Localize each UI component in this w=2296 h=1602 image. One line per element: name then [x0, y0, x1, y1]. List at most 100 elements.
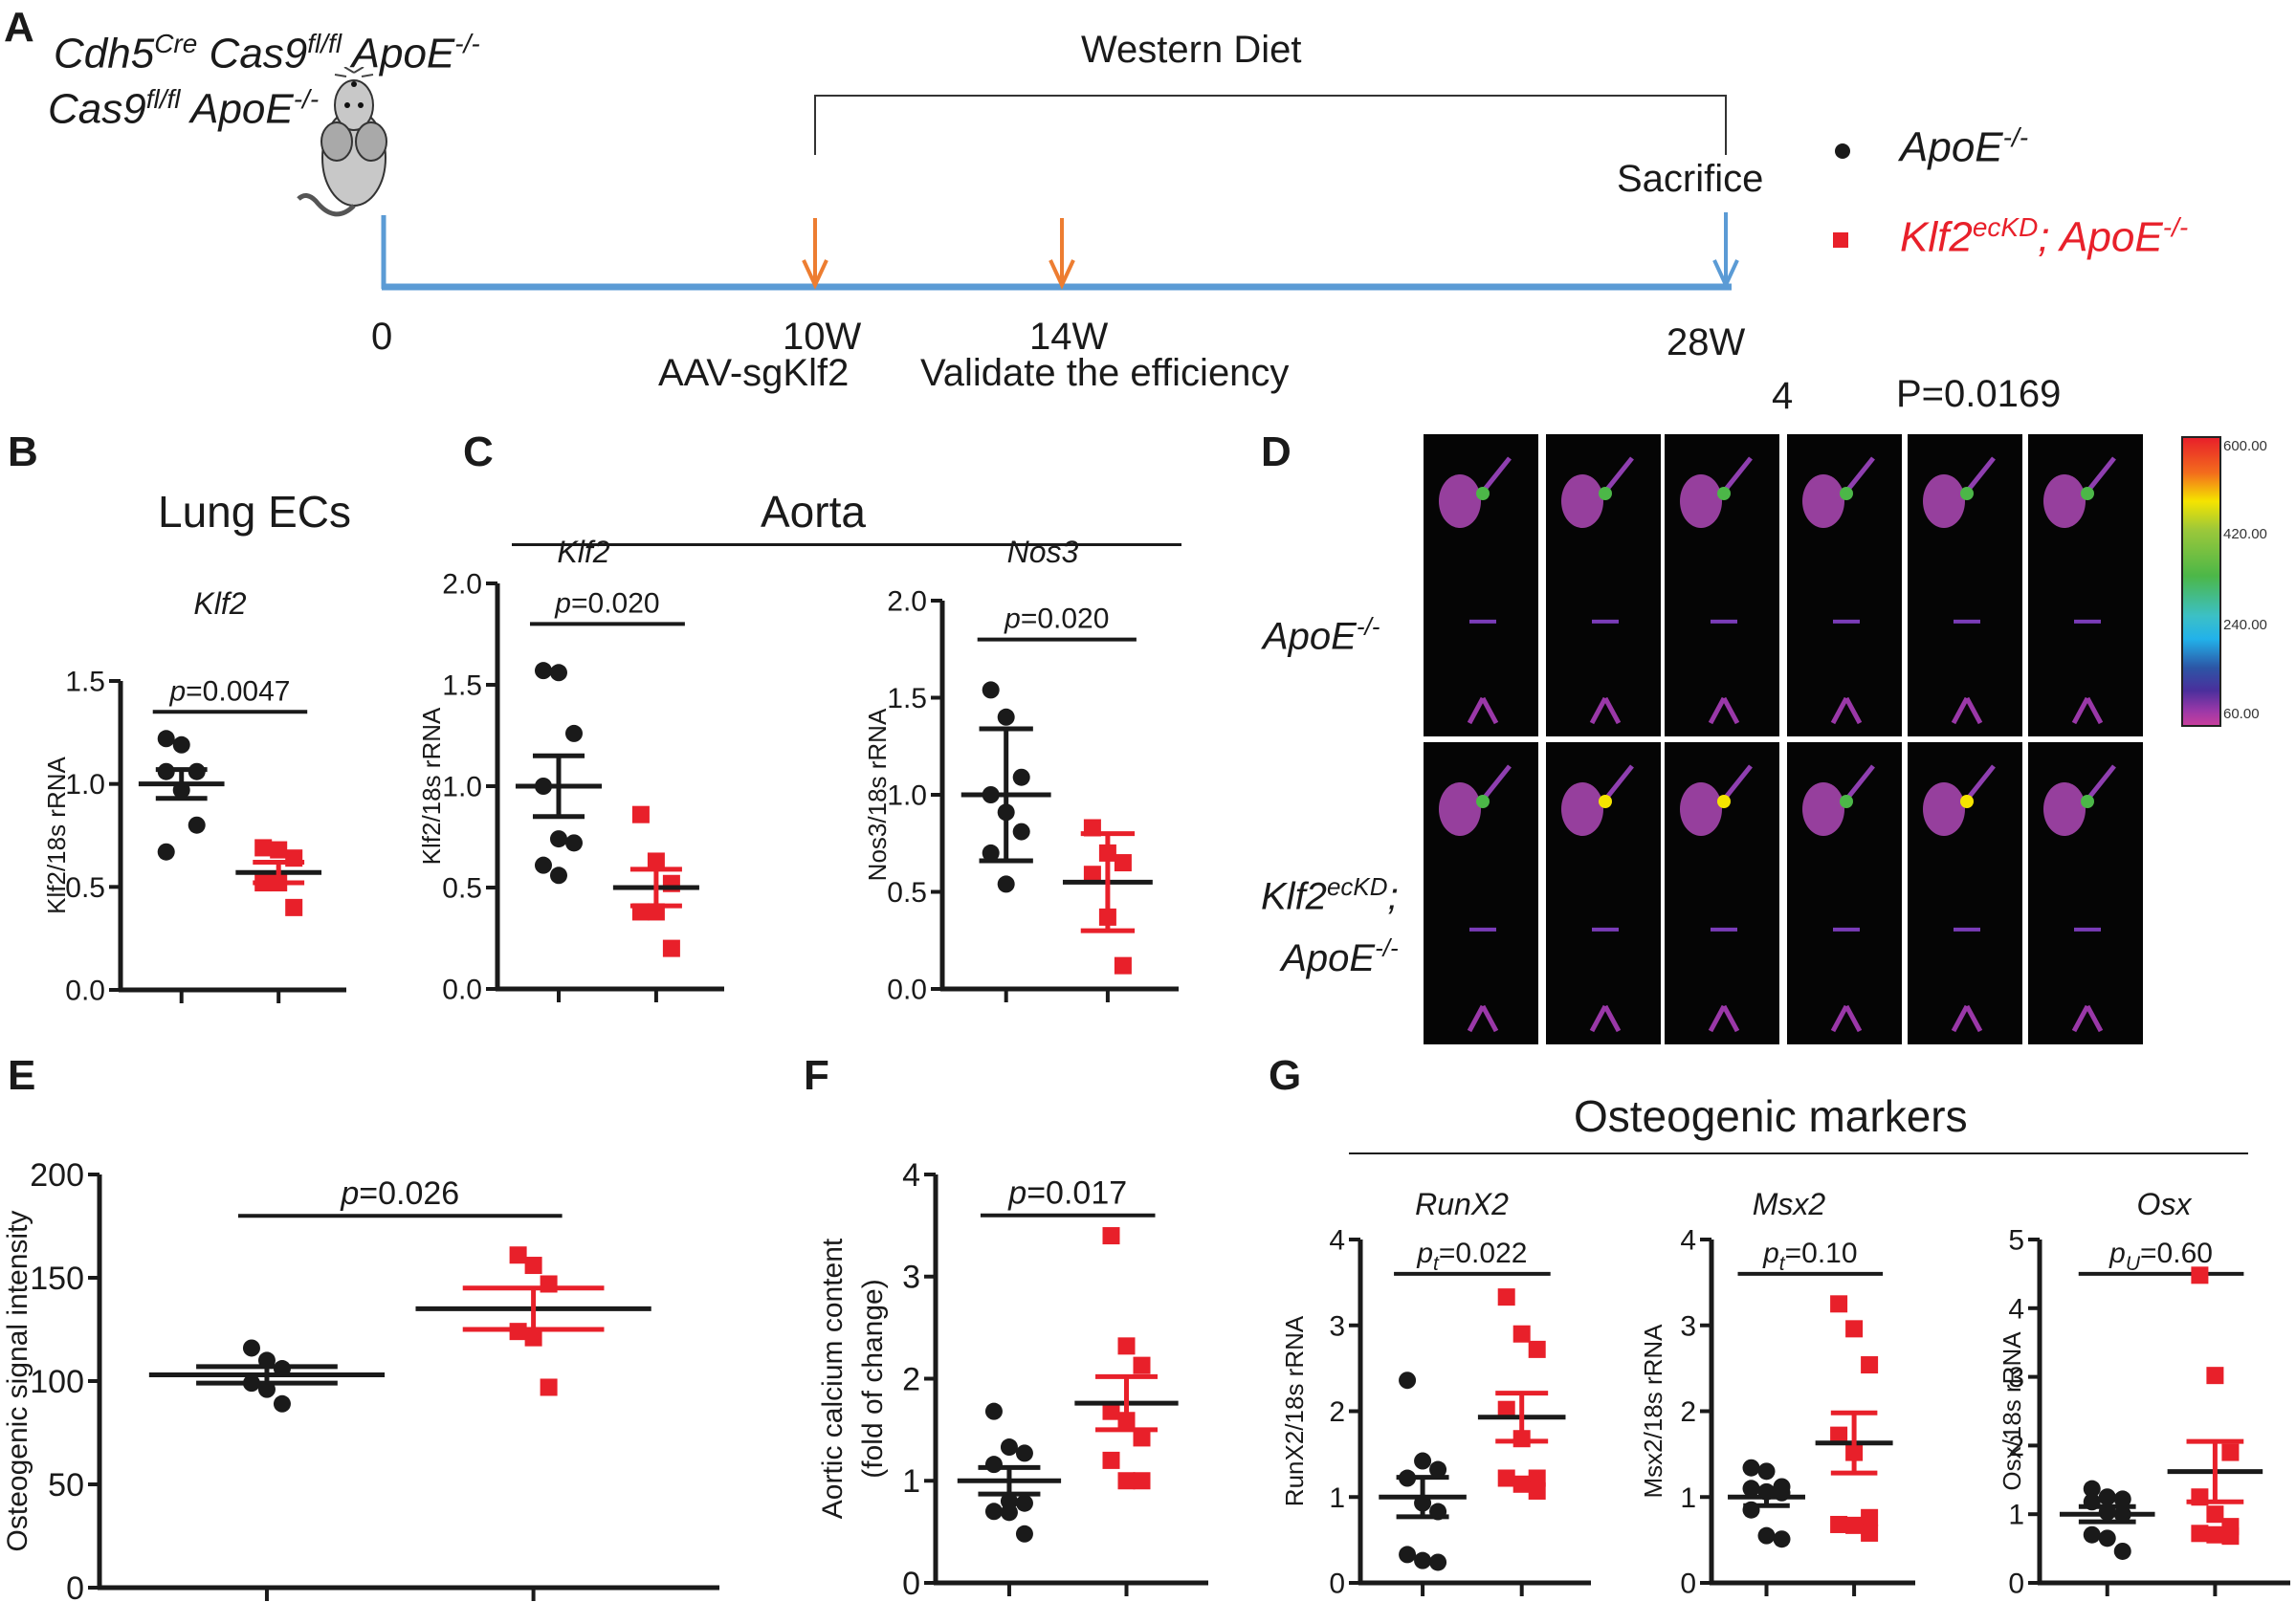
y-tick-label: 0 — [66, 1570, 84, 1602]
y-tick-label: 0.5 — [887, 877, 927, 909]
genotype-superscript: Cre — [154, 29, 198, 58]
y-tick-label: 0 — [902, 1566, 920, 1602]
data-point-apoe — [1000, 1503, 1018, 1522]
data-point-apoe — [1015, 1525, 1033, 1543]
panel-label-e: E — [8, 1052, 36, 1099]
y-tick-label: 2.0 — [887, 586, 927, 618]
sacrifice-label: Sacrifice — [1617, 158, 1764, 200]
p-value-label: p=0.017 — [1007, 1175, 1127, 1212]
data-point-apoe — [549, 830, 567, 848]
section-title-lung-ecs: Lung ECs — [158, 487, 352, 537]
panel-label-a: A — [4, 4, 34, 51]
data-point-klf2eckd — [2206, 1505, 2224, 1524]
panel-label-g: G — [1269, 1052, 1302, 1099]
data-point-apoe — [997, 875, 1015, 893]
section-title-osteogenic-markers: Osteogenic markers — [1574, 1091, 1968, 1141]
data-point-klf2eckd — [1845, 1320, 1864, 1338]
p-value-label: pt=0.10 — [1762, 1238, 1857, 1275]
data-point-klf2eckd — [254, 839, 273, 857]
legend-label-apoe: ApoE-/- — [1900, 122, 2029, 171]
data-point-klf2eckd — [1133, 1429, 1151, 1447]
data-point-apoe — [549, 867, 567, 885]
colorbar — [2181, 436, 2221, 727]
genotype-line-1: Cdh5Cre Cas9fl/fl ApoE-/- — [54, 29, 480, 78]
data-point-klf2eckd — [540, 1378, 558, 1396]
data-point-klf2eckd — [1528, 1340, 1546, 1358]
arrow-10w — [802, 218, 828, 290]
data-point-apoe — [2113, 1542, 2131, 1560]
y-tick-label: 0.0 — [442, 975, 482, 1006]
data-point-apoe — [564, 834, 583, 852]
aorta-signal — [1439, 444, 1512, 725]
data-point-klf2eckd — [2221, 1527, 2240, 1546]
chart-g2: 0 1 2 3 4 Msx2/18s rRNA Msx2 pt=0.10 — [1639, 1187, 1915, 1600]
y-tick-label: 1 — [1329, 1482, 1345, 1514]
data-point-apoe — [2083, 1480, 2101, 1498]
y-axis-label: Osteogenic signal intensity — [2, 1211, 33, 1552]
chart-title: Klf2 — [557, 535, 609, 569]
aorta-divider — [512, 543, 1181, 546]
y-axis-label: Nos3/18s rRNA — [863, 708, 892, 881]
data-point-apoe — [2098, 1529, 2116, 1547]
genotype-superscript: fl/fl — [307, 29, 342, 58]
data-point-klf2eckd — [509, 1246, 527, 1264]
data-point-apoe — [1414, 1551, 1432, 1569]
legend-square-marker — [1833, 232, 1848, 248]
y-tick-label: 1 — [1680, 1482, 1696, 1514]
data-point-klf2eckd — [1497, 1469, 1515, 1487]
chart-title: Msx2 — [1753, 1187, 1826, 1221]
y-tick-label: 2 — [2008, 1431, 2024, 1462]
y-axis-label: RunX2/18s rRNA — [1280, 1315, 1309, 1506]
y-tick-label: 3 — [902, 1260, 920, 1296]
chart-e: 0 50 100 150 200 Osteogenic signal intensity p… — [2, 1157, 719, 1602]
y-tick-label: 3 — [1680, 1310, 1696, 1342]
data-point-apoe — [1429, 1553, 1447, 1571]
data-point-klf2eckd — [631, 805, 650, 823]
aorta-signal — [1439, 752, 1512, 1033]
aorta-image-apoe — [1544, 432, 1663, 738]
aorta-image-apoe — [1663, 432, 1781, 738]
data-point-apoe — [1414, 1452, 1432, 1470]
p-value-label: pt=0.022 — [1416, 1238, 1527, 1275]
aorta-signal — [1923, 444, 1996, 725]
data-point-klf2eckd — [1102, 1451, 1120, 1469]
data-point-klf2eckd — [1133, 1472, 1151, 1490]
colorbar-tick-240: 240.00 — [2223, 617, 2267, 633]
data-point-apoe — [188, 816, 206, 834]
timepoint-14w: 14W — [1029, 316, 1109, 358]
panel-label-c: C — [463, 428, 494, 475]
legend-label-klf2eckd: Klf2ecKD; ApoE-/- — [1900, 212, 2189, 261]
note-validate-efficiency: Validate the efficiency — [920, 352, 1290, 394]
aorta-image-apoe — [2026, 432, 2145, 738]
data-point-klf2eckd — [1528, 1481, 1546, 1500]
y-tick-label: 4 — [902, 1157, 920, 1194]
data-point-klf2eckd — [524, 1328, 542, 1347]
data-point-klf2eckd — [1512, 1325, 1531, 1343]
section-title-aorta: Aorta — [761, 487, 866, 537]
colorbar-tick-600: 600.00 — [2223, 438, 2267, 454]
data-point-klf2eckd — [1083, 866, 1101, 884]
data-point-apoe — [157, 843, 175, 861]
data-point-klf2eckd — [1114, 854, 1132, 872]
data-point-apoe — [984, 1503, 1003, 1521]
data-point-klf2eckd — [2191, 1266, 2209, 1284]
y-tick-label: 3 — [1329, 1310, 1345, 1342]
data-point-apoe — [1399, 1372, 1417, 1390]
aorta-image-apoe — [1785, 432, 1904, 738]
y-tick-label: 150 — [30, 1261, 84, 1297]
aorta-signal — [2043, 444, 2116, 725]
data-point-apoe — [534, 662, 552, 680]
y-tick-label: 3 — [2008, 1362, 2024, 1394]
y-tick-label: 50 — [48, 1467, 84, 1503]
data-point-klf2eckd — [647, 852, 665, 870]
aorta-signal — [1680, 752, 1753, 1033]
data-point-apoe — [1742, 1459, 1760, 1477]
aorta-image-klf2eckd — [2026, 740, 2145, 1046]
row-label-apoe: ApoE-/- — [1263, 612, 1380, 658]
y-axis-label: Aortic calcium content — [817, 1238, 849, 1519]
data-point-apoe — [1757, 1462, 1776, 1481]
data-point-klf2eckd — [524, 1257, 542, 1275]
data-point-apoe — [1000, 1438, 1018, 1457]
colorbar-tick-420: 420.00 — [2223, 526, 2267, 542]
